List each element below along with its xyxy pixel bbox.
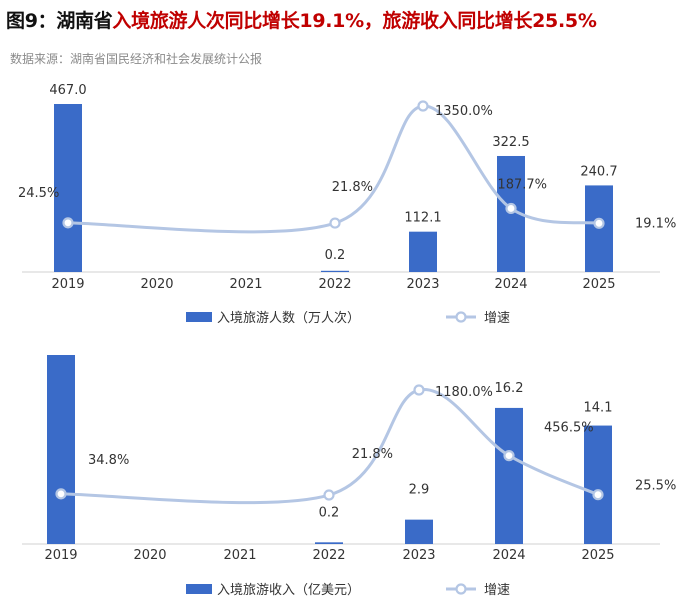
revenue-year-label-2025: 2025 [581,548,614,563]
chart-title: 图9：湖南省入境旅游人次同比增长19.1%，旅游收入同比增长25.5% [6,6,597,33]
revenue-bar-label-2024: 16.2 [495,381,524,396]
arrivals-year-label-2019: 2019 [51,277,84,292]
arrivals-growth-line [67,104,600,234]
arrivals-growth-point-2023 [417,100,429,112]
revenue-year-label-2021: 2021 [223,548,256,563]
tourist-arrivals-chart: 467.0 0.2 112.1 322.5 240.7 24.5% 21.8% 1350.0%… [18,83,676,326]
arrivals-bar-label-2019: 467.0 [49,83,86,98]
revenue-growth-point-2023 [413,384,425,396]
arrivals-bar-2023 [409,231,437,272]
arrivals-legend-line-marker [455,311,467,323]
revenue-year-label-2024: 2024 [492,548,525,563]
revenue-bar-2024 [495,407,523,544]
arrivals-growth-point-2024 [505,202,517,215]
arrivals-bar-label-2025: 240.7 [580,164,617,179]
tourism-revenue-chart: 22.5 0.2 2.9 16.2 14.1 34.8% 21.8% 1180.0% 456.5… [22,345,676,598]
arrivals-year-label-2022: 2022 [318,277,351,292]
revenue-year-label-2019: 2019 [44,548,77,563]
arrivals-bar-2019 [54,104,82,272]
source-note: 数据来源：湖南省国民经济和社会发展统计公报 [10,52,263,66]
arrivals-growth-point-2022 [329,217,341,229]
revenue-legend-bar-label: 入境旅游收入（亿美元） [217,583,360,598]
revenue-year-label-2020: 2020 [133,548,166,563]
arrivals-growth-label-2024: 187.7% [497,177,547,192]
arrivals-growth-point-2025 [593,217,605,229]
arrivals-growth-label-2025: 19.1% [635,216,676,231]
title-prefix: 图9：湖南省 [6,10,113,32]
revenue-bar-label-2019: 22.5 [47,345,76,347]
revenue-legend-line-label: 增速 [484,583,510,598]
revenue-growth-label-2024: 456.5% [544,421,594,436]
revenue-bar-2023 [405,519,433,544]
revenue-bar-label-2023: 2.9 [409,483,430,498]
arrivals-year-label-2023: 2023 [406,277,439,292]
arrivals-growth-label-2022: 21.8% [332,180,373,195]
revenue-bar-2025 [584,425,612,544]
arrivals-bar-label-2022: 0.2 [325,248,346,263]
arrivals-legend-bar-label: 入境旅游人数（万人次） [217,310,360,326]
arrivals-legend-line-label: 增速 [484,311,510,326]
title-highlight: 入境旅游人次同比增长19.1%，旅游收入同比增长25.5% [112,10,597,32]
revenue-bar-label-2025: 14.1 [584,401,613,416]
revenue-growth-point-2019 [55,488,67,500]
revenue-bar-2019 [47,355,75,544]
revenue-growth-label-2022: 21.8% [352,447,393,462]
arrivals-bar-label-2023: 112.1 [404,211,441,226]
revenue-growth-point-2024 [503,450,515,462]
arrivals-legend-bar-swatch [186,312,212,322]
revenue-growth-label-2019: 34.8% [88,453,129,468]
revenue-growth-point-2025 [592,489,604,501]
revenue-bar-label-2022: 0.2 [319,505,340,520]
arrivals-bar-label-2024: 322.5 [492,135,529,150]
revenue-growth-label-2023: 1180.0% [435,385,493,400]
revenue-legend-bar-swatch [186,584,212,594]
revenue-legend-line-marker [455,583,467,595]
revenue-year-label-2022: 2022 [312,548,345,563]
revenue-growth-label-2025: 25.5% [635,479,676,494]
revenue-bar-2022 [315,542,343,544]
arrivals-year-label-2020: 2020 [140,277,173,292]
revenue-growth-line [60,388,599,505]
revenue-year-label-2023: 2023 [402,548,435,563]
arrivals-year-label-2021: 2021 [229,277,262,292]
arrivals-growth-label-2023: 1350.0% [435,104,493,119]
arrivals-year-label-2024: 2024 [494,277,527,292]
arrivals-year-label-2025: 2025 [582,277,615,292]
arrivals-growth-label-2019: 24.5% [18,186,59,201]
arrivals-bar-2022 [321,270,349,272]
arrivals-growth-point-2019 [62,217,74,229]
revenue-growth-point-2022 [323,489,335,501]
